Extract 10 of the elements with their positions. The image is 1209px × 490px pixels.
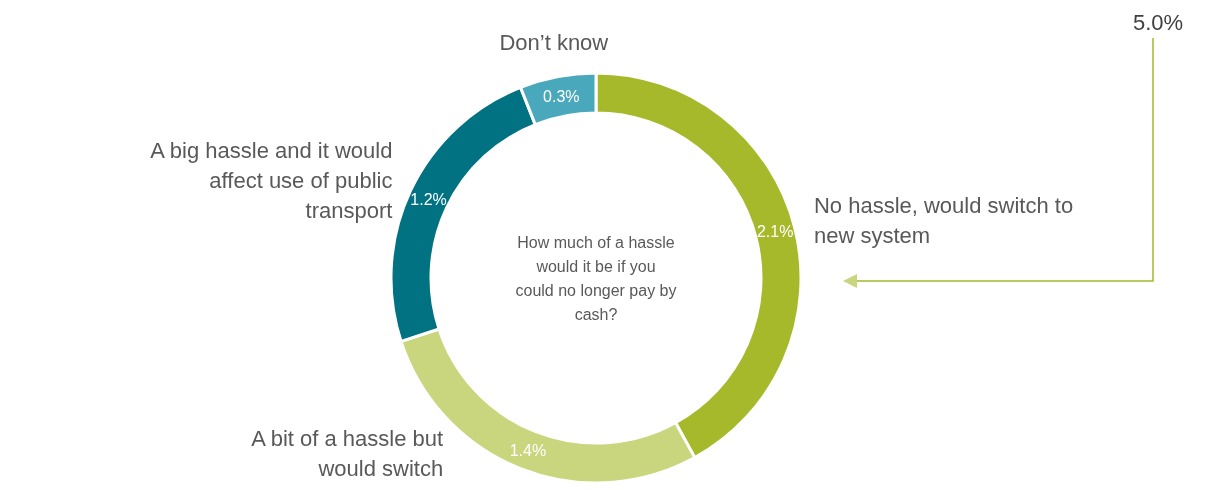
slice-label: No hassle, would switch to new system — [813, 193, 1074, 249]
text: How much of a hassle would it be if you could no longer pay by cash? — [515, 233, 677, 323]
data-label: 1.2% — [410, 190, 447, 208]
data-label: 2.1% — [756, 223, 794, 241]
data-label: 1.4% — [509, 441, 547, 459]
data-label: 0.3% — [543, 87, 580, 105]
slice-label: A big hassle and it would affect use of public transport — [150, 137, 393, 223]
slice-label: A bit of a hassle but would switch — [251, 425, 444, 481]
text: 5.0% — [1132, 10, 1184, 35]
slice-label: Don’t know — [499, 29, 609, 55]
